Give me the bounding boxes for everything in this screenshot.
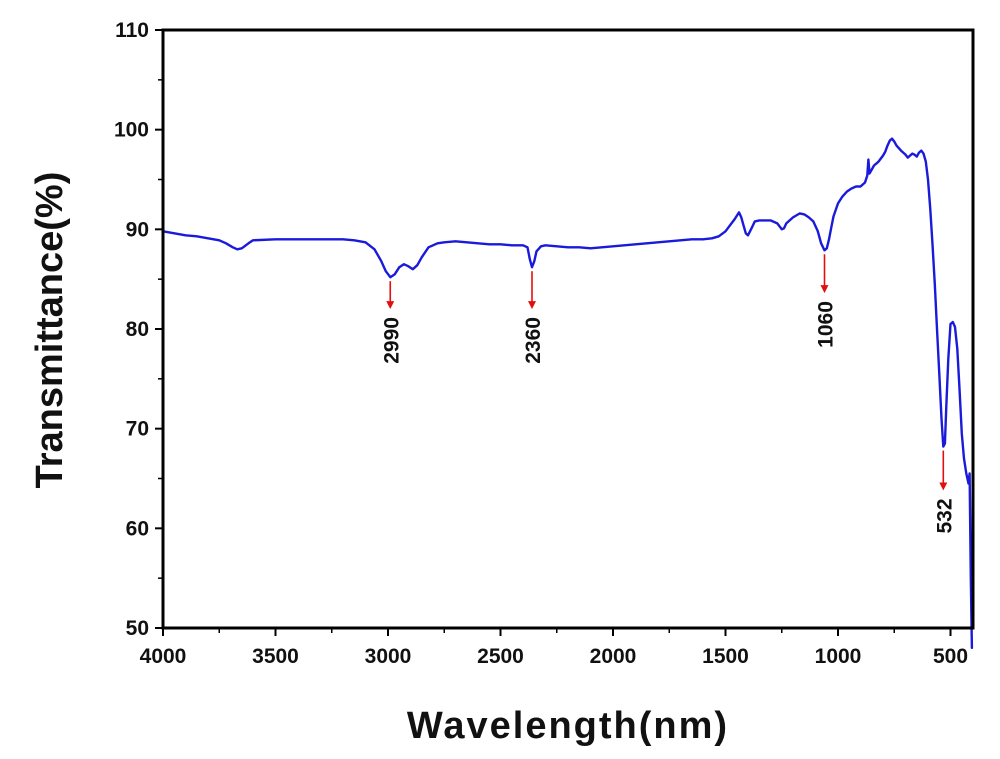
x-axis-title: Wavelength(nm) xyxy=(407,705,729,747)
x-axis: 4000 3500 3000 2500 2000 1500 1000 500 xyxy=(140,628,968,668)
peak-label: 532 xyxy=(933,498,956,533)
plot-frame xyxy=(161,28,975,630)
x-tick-label: 1500 xyxy=(702,645,749,668)
x-tick-label: 3000 xyxy=(365,645,412,668)
y-tick-label: 60 xyxy=(126,517,149,540)
x-tick-label: 2000 xyxy=(590,645,637,668)
x-tick-label: 500 xyxy=(933,645,968,668)
peak-label: 1060 xyxy=(815,301,838,348)
plot-area: 2990 2360 1060 532 xyxy=(161,137,974,650)
series-line-transmittance xyxy=(161,137,974,650)
peak-label: 2990 xyxy=(380,317,403,364)
y-axis-title: Transmittance(%) xyxy=(29,172,71,489)
x-tick-label: 2500 xyxy=(477,645,524,668)
y-tick-label: 80 xyxy=(126,318,149,341)
peak-labels: 2990 2360 1060 532 xyxy=(380,301,956,533)
x-tick-label: 3500 xyxy=(252,645,299,668)
y-tick-label: 100 xyxy=(114,119,149,142)
y-tick-label: 110 xyxy=(115,19,149,42)
y-tick-label: 50 xyxy=(126,617,149,640)
peak-label: 2360 xyxy=(522,317,545,364)
peak-arrows xyxy=(386,254,948,491)
y-tick-label: 70 xyxy=(126,418,149,441)
x-tick-label: 4000 xyxy=(140,645,187,668)
y-axis: 50 60 70 80 90 100 110 xyxy=(114,19,163,640)
x-tick-label: 1000 xyxy=(815,645,862,668)
y-tick-label: 90 xyxy=(126,218,149,241)
